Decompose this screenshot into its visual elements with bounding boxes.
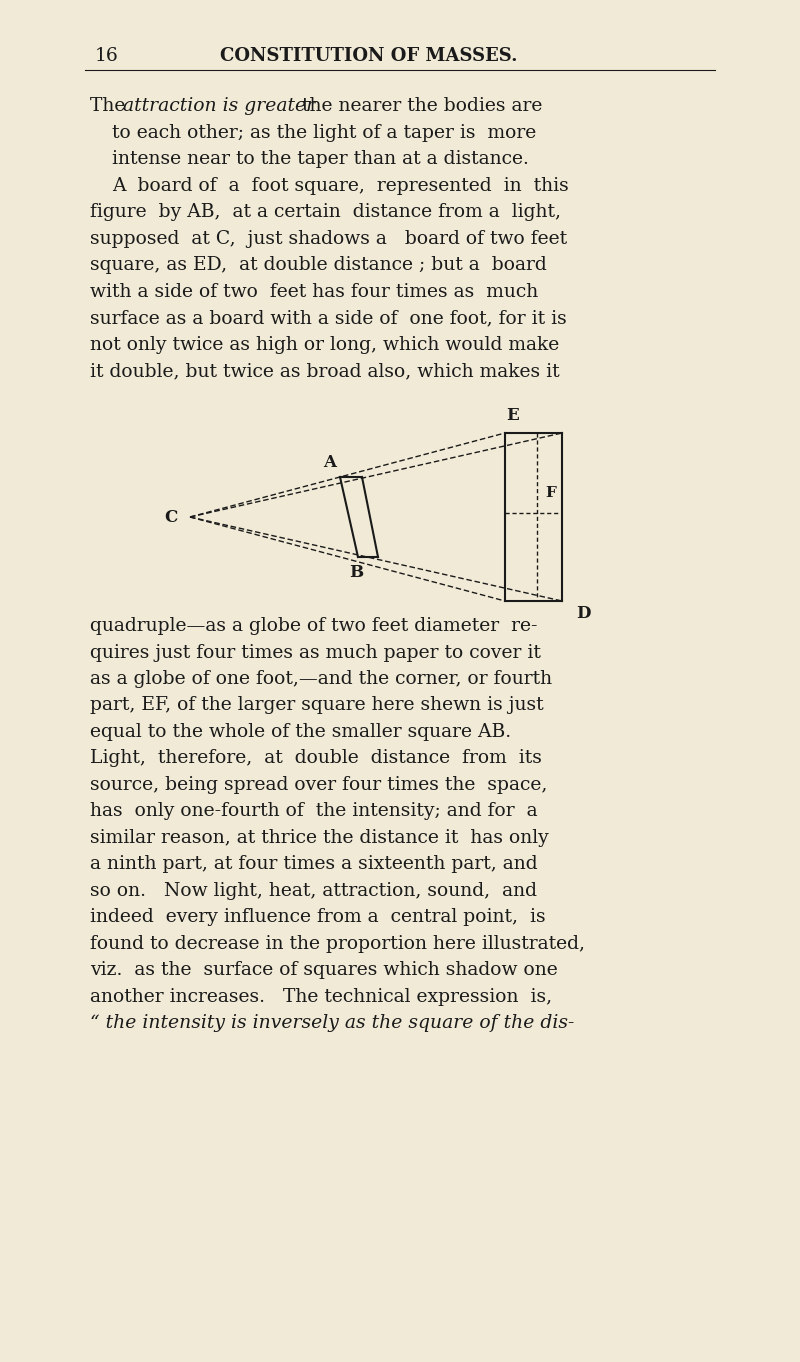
Text: supposed  at C,  just shadows a   board of two feet: supposed at C, just shadows a board of t… xyxy=(90,230,567,248)
Text: CONSTITUTION OF MASSES.: CONSTITUTION OF MASSES. xyxy=(220,48,518,65)
Text: with a side of two  feet has four times as  much: with a side of two feet has four times a… xyxy=(90,282,538,301)
Text: F: F xyxy=(545,486,556,500)
Text: it double, but twice as broad also, which makes it: it double, but twice as broad also, whic… xyxy=(90,362,560,380)
Text: C: C xyxy=(165,508,178,526)
Text: a ninth part, at four times a sixteenth part, and: a ninth part, at four times a sixteenth … xyxy=(90,855,538,873)
Text: viz.  as the  surface of squares which shadow one: viz. as the surface of squares which sha… xyxy=(90,962,558,979)
Text: the nearer the bodies are: the nearer the bodies are xyxy=(296,97,542,114)
Text: has  only one-fourth of  the intensity; and for  a: has only one-fourth of the intensity; an… xyxy=(90,802,538,820)
Text: The: The xyxy=(90,97,131,114)
Text: quires just four times as much paper to cover it: quires just four times as much paper to … xyxy=(90,643,541,662)
Text: “ the intensity is inversely as the square of the dis-: “ the intensity is inversely as the squa… xyxy=(90,1015,574,1032)
Text: B: B xyxy=(349,564,363,582)
Text: 16: 16 xyxy=(95,48,118,65)
Text: Light,  therefore,  at  double  distance  from  its: Light, therefore, at double distance fro… xyxy=(90,749,542,768)
Text: attraction is greater: attraction is greater xyxy=(123,97,315,114)
Text: A: A xyxy=(323,454,336,471)
Text: A  board of  a  foot square,  represented  in  this: A board of a foot square, represented in… xyxy=(112,177,569,195)
Text: another increases.   The technical expression  is,: another increases. The technical express… xyxy=(90,987,552,1007)
Text: so on.   Now light, heat, attraction, sound,  and: so on. Now light, heat, attraction, soun… xyxy=(90,883,537,900)
Text: source, being spread over four times the  space,: source, being spread over four times the… xyxy=(90,776,547,794)
Text: to each other; as the light of a taper is  more: to each other; as the light of a taper i… xyxy=(112,124,536,142)
Text: similar reason, at thrice the distance it  has only: similar reason, at thrice the distance i… xyxy=(90,829,549,847)
Text: equal to the whole of the smaller square AB.: equal to the whole of the smaller square… xyxy=(90,723,511,741)
Text: E: E xyxy=(506,407,519,424)
Text: surface as a board with a side of  one foot, for it is: surface as a board with a side of one fo… xyxy=(90,309,566,327)
Text: indeed  every influence from a  central point,  is: indeed every influence from a central po… xyxy=(90,908,546,926)
Text: square, as ED,  at double distance ; but a  board: square, as ED, at double distance ; but … xyxy=(90,256,546,274)
Text: part, EF, of the larger square here shewn is just: part, EF, of the larger square here shew… xyxy=(90,696,544,715)
Text: quadruple—as a globe of two feet diameter  re-: quadruple—as a globe of two feet diamete… xyxy=(90,617,538,635)
Text: figure  by AB,  at a certain  distance from a  light,: figure by AB, at a certain distance from… xyxy=(90,203,561,221)
Text: found to decrease in the proportion here illustrated,: found to decrease in the proportion here… xyxy=(90,934,585,953)
Text: not only twice as high or long, which would make: not only twice as high or long, which wo… xyxy=(90,335,559,354)
Text: D: D xyxy=(576,605,590,622)
Text: as a globe of one foot,—and the corner, or fourth: as a globe of one foot,—and the corner, … xyxy=(90,670,552,688)
Text: intense near to the taper than at a distance.: intense near to the taper than at a dist… xyxy=(112,150,529,168)
